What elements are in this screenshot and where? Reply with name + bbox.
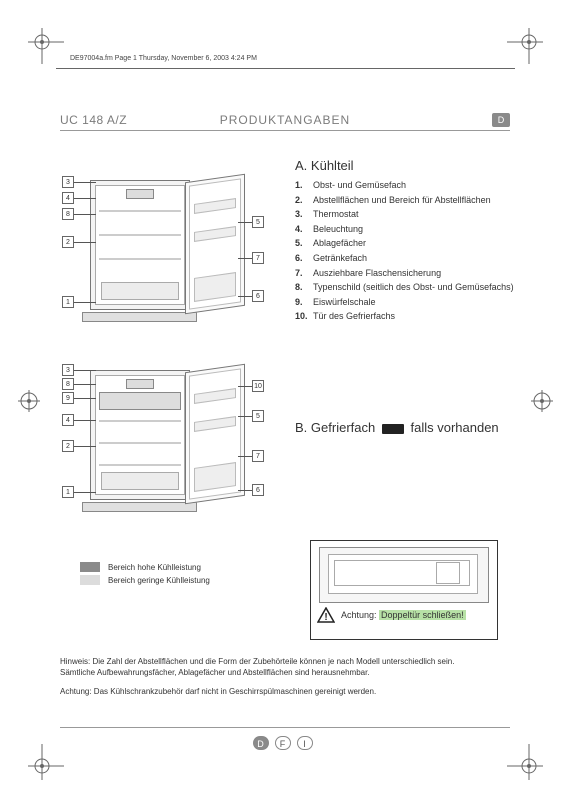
parts-item: 1.Obst- und Gemüsefach (295, 179, 525, 192)
legend-label-high: Bereich hohe Kühlleistung (108, 563, 201, 572)
callout: 4 (62, 414, 74, 426)
parts-item: 6.Getränkefach (295, 252, 525, 265)
callout: 7 (252, 450, 264, 462)
footer: DFI (0, 727, 565, 752)
legend-label-low: Bereich geringe Kühlleistung (108, 576, 210, 585)
callout: 6 (252, 484, 264, 496)
section-b-heading: B. Gefrierfach falls vorhanden (295, 420, 525, 441)
cooling-legend: Bereich hohe Kühlleistung Bereich gering… (80, 562, 210, 588)
notes: Hinweis: Die Zahl der Abstellflächen und… (60, 656, 510, 706)
footer-language-badge: F (275, 736, 291, 750)
section-a-heading: A. Kühlteil (295, 158, 525, 173)
diagram-gefrierfach: 3 8 9 4 2 1 10 5 7 6 (60, 360, 270, 510)
warning-box: ! Achtung: Doppeltür schließen! (310, 540, 498, 640)
callout: 5 (252, 216, 264, 228)
warning-illustration (319, 547, 489, 603)
callout: 10 (252, 380, 264, 392)
crop-mark-tl (28, 28, 64, 64)
parts-item: 5.Ablagefächer (295, 237, 525, 250)
footer-language-badge: I (297, 736, 313, 750)
footer-language-badge: D (253, 736, 269, 750)
callout: 8 (62, 378, 74, 390)
header-rule (56, 68, 515, 69)
star-rating-icon (382, 424, 404, 434)
doc-meta: DE97004a.fm Page 1 Thursday, November 6,… (70, 55, 257, 62)
callout: 2 (62, 440, 74, 452)
title-row: UC 148 A/Z PRODUKTANGABEN D (60, 110, 510, 130)
title-rule (60, 130, 510, 131)
legend-swatch-low (80, 575, 100, 585)
svg-text:!: ! (324, 612, 327, 623)
parts-item: 10.Tür des Gefrierfachs (295, 310, 525, 323)
crop-mark-tr (507, 28, 543, 64)
warning-icon: ! (317, 607, 335, 623)
parts-item: 8.Typenschild (seitlich des Obst- und Ge… (295, 281, 525, 294)
callout: 1 (62, 486, 74, 498)
callout: 9 (62, 392, 74, 404)
diagram-kuehlteil: 3 4 8 2 1 5 7 6 (60, 170, 270, 320)
callout: 3 (62, 364, 74, 376)
legend-swatch-high (80, 562, 100, 572)
registration-right (531, 390, 553, 412)
callout: 2 (62, 236, 74, 248)
page-title: PRODUKTANGABEN (60, 113, 510, 127)
parts-item: 9.Eiswürfelschale (295, 296, 525, 309)
warning-text: Achtung: Doppeltür schließen! (341, 610, 466, 620)
callout: 7 (252, 252, 264, 264)
parts-item: 3.Thermostat (295, 208, 525, 221)
registration-left (18, 390, 40, 412)
parts-list-a: A. Kühlteil 1.Obst- und Gemüsefach 2.Abst… (295, 158, 525, 325)
callout: 5 (252, 410, 264, 422)
callout: 8 (62, 208, 74, 220)
parts-item: 2.Abstellflächen und Bereich für Abstell… (295, 194, 525, 207)
parts-item: 4.Beleuchtung (295, 223, 525, 236)
callout: 6 (252, 290, 264, 302)
callout: 4 (62, 192, 74, 204)
callout: 3 (62, 176, 74, 188)
parts-item: 7.Ausziehbare Flaschensicherung (295, 267, 525, 280)
callout: 1 (62, 296, 74, 308)
